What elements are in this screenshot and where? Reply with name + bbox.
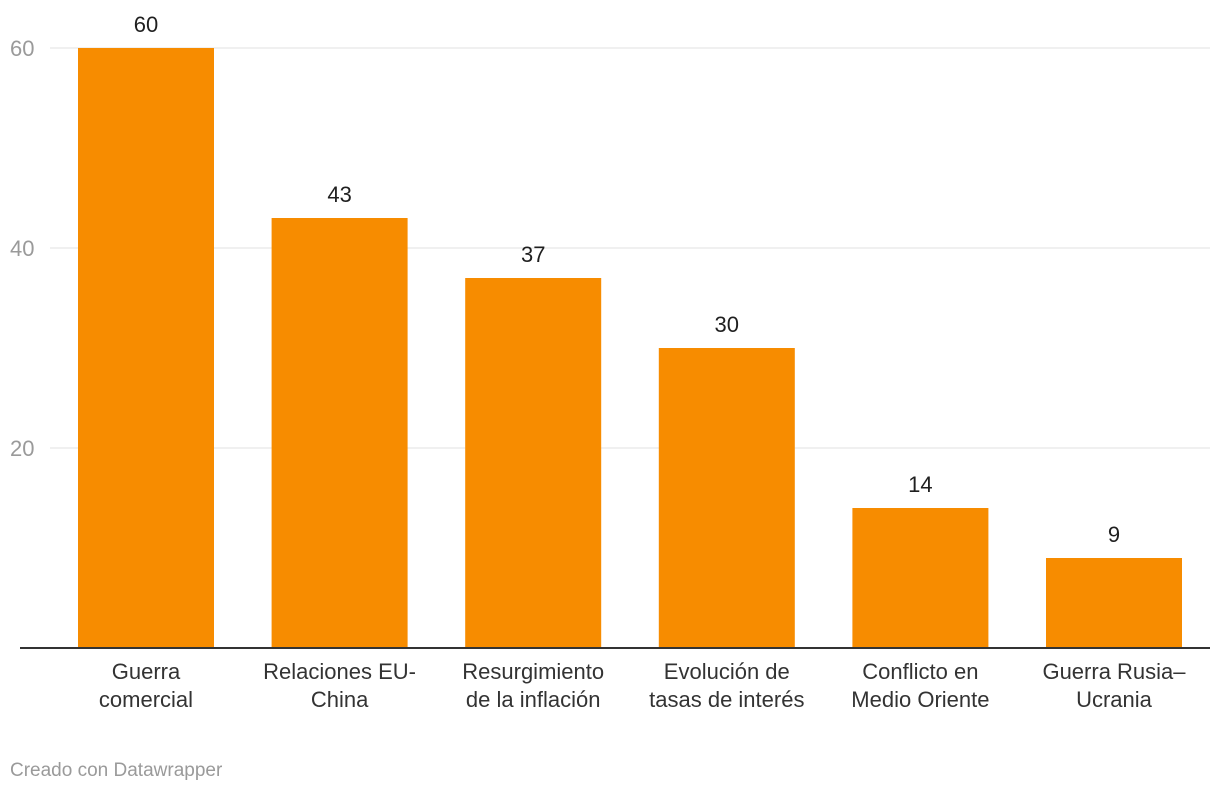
bar xyxy=(658,348,795,648)
bar xyxy=(271,218,408,648)
y-axis-ticks: 20 40 60 xyxy=(10,36,34,461)
credit-text: Creado con Datawrapper xyxy=(10,760,223,781)
bar-value-label: 30 xyxy=(715,312,739,337)
category-label: de la inflación xyxy=(466,687,601,712)
y-tick-label: 60 xyxy=(10,36,34,61)
category-label: Conflicto en xyxy=(862,659,978,684)
bar xyxy=(852,508,989,648)
bar xyxy=(78,48,214,648)
category-label: Guerra Rusia– xyxy=(1042,659,1186,684)
gridlines xyxy=(50,47,1210,449)
category-label: Guerra xyxy=(112,659,181,684)
bar-value-label: 37 xyxy=(521,242,545,267)
bar xyxy=(1046,558,1182,648)
category-label: Resurgimiento xyxy=(462,659,604,684)
category-label: Evolución de xyxy=(664,659,790,684)
bar-chart: 20 40 60 60 43 37 30 14 9 Guerra comercial Relaci… xyxy=(10,12,1210,712)
category-labels: Guerra comercial Relaciones EU- China Resurg… xyxy=(99,659,1186,712)
bar-value-label: 14 xyxy=(908,472,932,497)
y-tick-label: 20 xyxy=(10,436,34,461)
bar xyxy=(465,278,602,648)
category-label: tasas de interés xyxy=(649,687,804,712)
category-label: comercial xyxy=(99,687,193,712)
y-tick-label: 40 xyxy=(10,236,34,261)
bar-value-label: 60 xyxy=(134,12,158,37)
bars xyxy=(78,48,1182,648)
category-label: China xyxy=(311,687,369,712)
category-label: Ucrania xyxy=(1076,687,1153,712)
category-label: Medio Oriente xyxy=(851,687,989,712)
category-label: Relaciones EU- xyxy=(263,659,416,684)
value-labels: 60 43 37 30 14 9 xyxy=(134,12,1120,547)
bar-value-label: 9 xyxy=(1108,522,1120,547)
bar-value-label: 43 xyxy=(327,182,351,207)
